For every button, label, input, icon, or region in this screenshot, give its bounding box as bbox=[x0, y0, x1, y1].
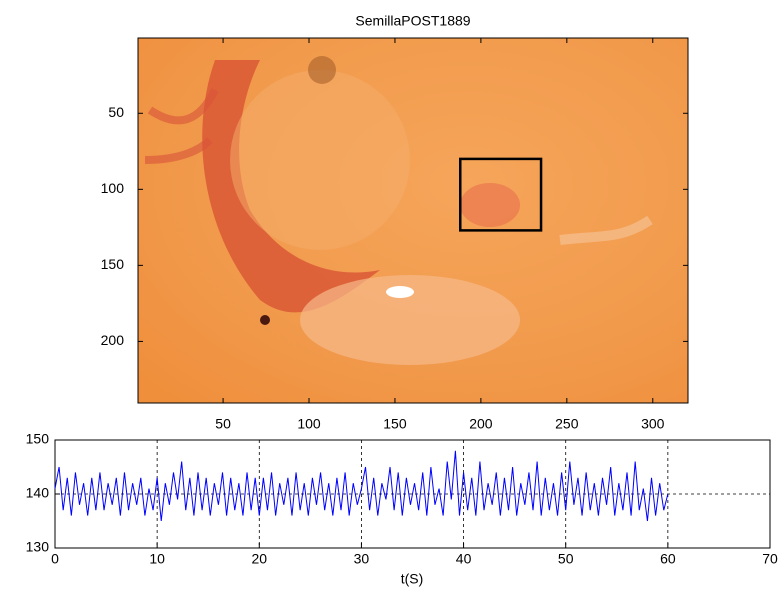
x-tick-label: 200 bbox=[469, 416, 493, 432]
x-tick-label: 40 bbox=[456, 551, 472, 567]
data-line bbox=[54, 450, 669, 522]
x-tick-label: 10 bbox=[149, 551, 165, 567]
x-tick-label: 250 bbox=[555, 416, 579, 432]
y-tick-label: 130 bbox=[26, 539, 50, 555]
y-tick-label: 150 bbox=[101, 256, 125, 272]
y-tick-label: 140 bbox=[26, 485, 50, 501]
photo bbox=[138, 38, 688, 403]
y-tick-label: 150 bbox=[26, 431, 50, 447]
x-tick-label: 50 bbox=[558, 551, 574, 567]
x-tick-label: 0 bbox=[51, 551, 59, 567]
roi-box bbox=[459, 157, 543, 232]
x-tick-label: 50 bbox=[215, 416, 231, 432]
x-tick-label: 100 bbox=[297, 416, 321, 432]
image-frame bbox=[137, 37, 689, 404]
x-tick-label: 70 bbox=[762, 551, 778, 567]
x-tick-label: 150 bbox=[383, 416, 407, 432]
x-tick-label: 30 bbox=[354, 551, 370, 567]
x-tick-label: 300 bbox=[641, 416, 665, 432]
x-tick-label: 20 bbox=[251, 551, 267, 567]
image-title: SemillaPOST1889 bbox=[355, 13, 470, 29]
x-axis-label: t(S) bbox=[401, 571, 424, 587]
y-tick-label: 200 bbox=[101, 332, 125, 348]
x-tick-label: 60 bbox=[660, 551, 676, 567]
y-tick-label: 50 bbox=[108, 104, 124, 120]
y-tick-label: 100 bbox=[101, 180, 125, 196]
